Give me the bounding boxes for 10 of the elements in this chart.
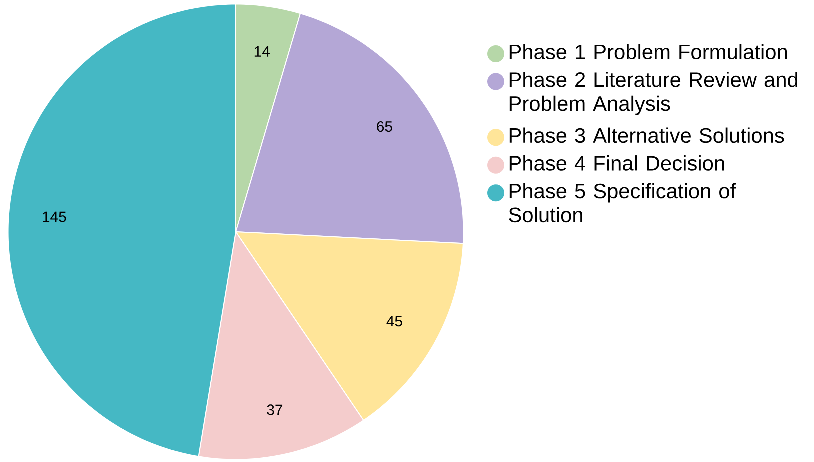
data-label: 45 xyxy=(386,316,402,327)
data-label: 145 xyxy=(43,212,66,222)
data-label: 14 xyxy=(254,46,270,57)
legend-label: Phase 4 Final Decision xyxy=(510,156,724,171)
legend-label: Phase 5 Specification of Solution xyxy=(509,183,736,223)
data-label: 37 xyxy=(267,404,283,416)
data-label: 65 xyxy=(377,121,392,132)
legend-label: Phase 2 Literature Review and Problem Analysis xyxy=(510,72,798,116)
legend-label: Phase 3 Alternative Solutions xyxy=(510,128,784,144)
legend-label: Phase 1 Problem Formulation xyxy=(510,44,788,60)
